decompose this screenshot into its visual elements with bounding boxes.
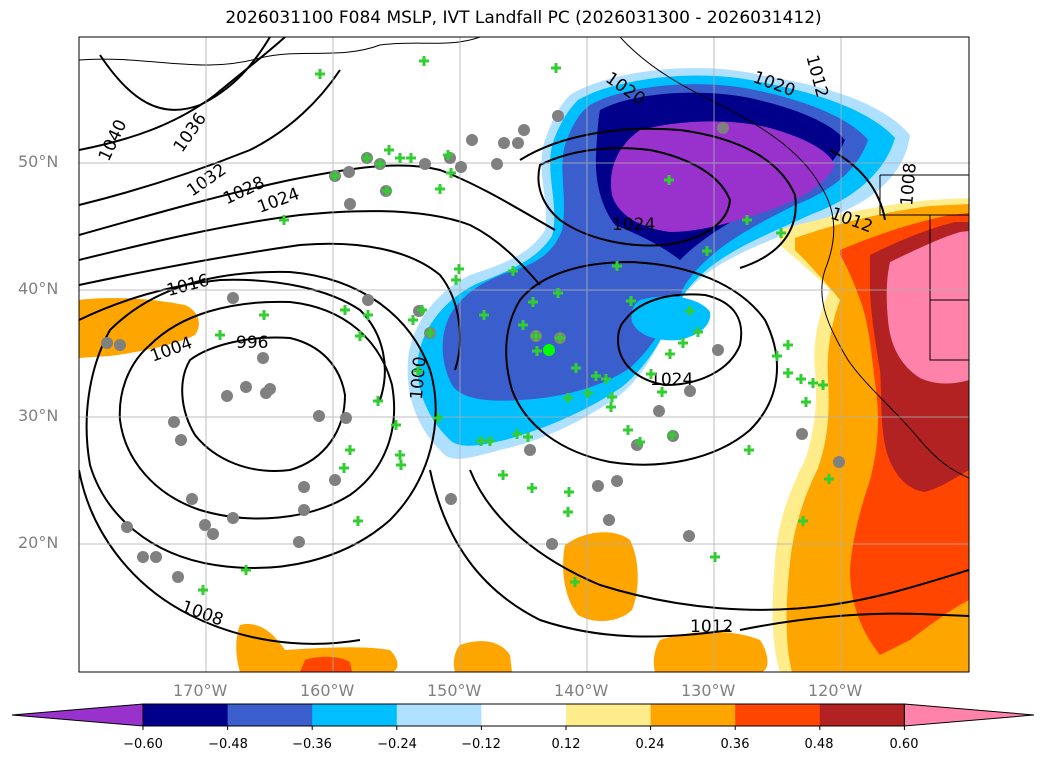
colorbar-segment	[566, 704, 652, 726]
colorbar-tick-label: 0.24	[635, 737, 665, 752]
colorbar-segment	[396, 704, 482, 726]
colorbar-extend-max	[903, 703, 1035, 727]
colorbar-extend-min	[11, 703, 144, 727]
ensemble-markers	[101, 56, 845, 595]
colorbar-tick-label: −0.36	[292, 737, 332, 752]
plot-frame	[78, 36, 970, 673]
colorbar-tick-label: 0.48	[804, 737, 834, 752]
colorbar-tick-label: 0.36	[720, 737, 750, 752]
colorbar-segment	[143, 704, 229, 726]
lon-label-170w: 170°W	[173, 681, 228, 700]
lon-label-140w: 140°W	[554, 681, 609, 700]
lat-label-20n: 20°N	[18, 533, 59, 552]
ivt-pos-red-sw	[300, 656, 352, 672]
isobar-label: 1024	[612, 215, 655, 235]
colorbar-segment	[312, 704, 398, 726]
lat-label-30n: 30°N	[18, 406, 59, 425]
colorbar-tick-label: −0.60	[123, 737, 163, 752]
colorbar-segment	[481, 704, 567, 726]
lat-label-40n: 40°N	[18, 279, 59, 298]
lon-label-150w: 150°W	[427, 681, 482, 700]
colorbar-tick-label: −0.12	[461, 737, 501, 752]
isobar-label: 996	[236, 333, 268, 353]
coastlines	[79, 37, 969, 479]
colorbar	[11, 703, 1035, 730]
low-center-996	[181, 336, 347, 472]
gridlines	[79, 37, 969, 672]
colorbar-tick-label: 0.12	[551, 737, 581, 752]
colorbar-segment	[650, 704, 736, 726]
lon-label-120w: 120°W	[808, 681, 863, 700]
colorbar-frame	[142, 703, 905, 727]
isobar-label: 1012	[690, 617, 733, 637]
ivt-pos-orange-south	[563, 532, 638, 622]
colorbar-tick-label: −0.48	[208, 737, 248, 752]
ivt-pos-orange-south2	[453, 641, 512, 672]
ivt-pos-orange-sw	[236, 624, 398, 672]
colorbar-segment	[735, 704, 821, 726]
colorbar-tick-label: −0.24	[377, 737, 417, 752]
isobars	[79, 37, 969, 645]
colorbar-segment	[227, 704, 313, 726]
map-title: 2026031100 F084 MSLP, IVT Landfall PC (2…	[225, 8, 822, 28]
ivt-pos-pink	[886, 231, 969, 384]
isobar-label: 1024	[650, 370, 693, 390]
lon-label-160w: 160°W	[300, 681, 355, 700]
isobar-label: 1000	[407, 356, 431, 401]
lat-label-50n: 50°N	[18, 152, 59, 171]
isobar-label: 1008	[897, 162, 921, 207]
lon-label-130w: 130°W	[681, 681, 736, 700]
colorbar-segment	[819, 704, 905, 726]
ivt-pos-orange-south3	[653, 631, 768, 672]
ivt-neg-purple	[610, 121, 835, 232]
colorbar-tick-label: 0.60	[889, 737, 919, 752]
